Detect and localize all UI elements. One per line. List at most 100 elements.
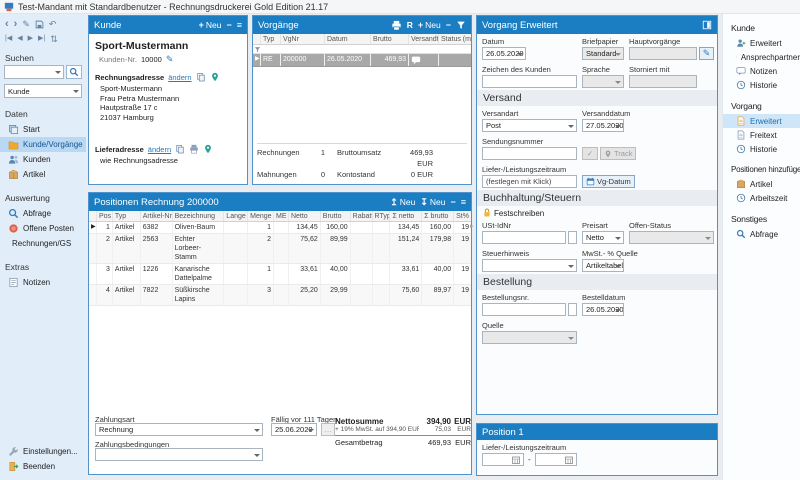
back-icon[interactable]: ‹ (5, 18, 9, 30)
quelle-select[interactable] (482, 331, 577, 344)
search-input[interactable] (4, 65, 64, 79)
sidebar-item-rechnungen-gs[interactable]: Rechnungen/GS (0, 236, 86, 251)
vg-datum-button[interactable]: Vg-Datum (582, 175, 635, 188)
sidebar-item-artikel[interactable]: Artikel (0, 167, 86, 182)
rb-item-vorgang-historie[interactable]: Historie (723, 142, 800, 156)
search-scope-select[interactable]: Kunde (4, 84, 82, 98)
versanddatum-select[interactable]: 27.05.2020 (582, 119, 624, 132)
settings-button[interactable]: Einstellungen... (0, 444, 86, 459)
versandart-select[interactable]: Post (482, 119, 577, 132)
position-new-below-button[interactable]: ↧ Neu (420, 196, 446, 208)
undo-icon[interactable]: ↶ (48, 19, 57, 29)
edit-icon[interactable]: ✎ (22, 19, 30, 29)
zahlungsart-select[interactable]: Rechnung (95, 423, 263, 436)
offen-status-select[interactable] (629, 231, 714, 244)
rb-item-kunde-notizen[interactable]: Notizen (723, 64, 800, 78)
filter-button-icon[interactable] (456, 20, 466, 30)
sendung-apply-button[interactable]: ✓ (582, 147, 598, 160)
billing-address-change-link[interactable]: ändern (168, 72, 192, 82)
mini-calendar-icon[interactable] (512, 456, 520, 464)
panel-splitter-arrow[interactable]: ▸ (470, 223, 474, 230)
zeitraum-von-input[interactable] (482, 453, 524, 466)
position-new-above-button[interactable]: ↥ Neu (390, 196, 416, 208)
quit-button[interactable]: Beenden (0, 459, 86, 474)
kunde-menu-button[interactable]: ≡ (236, 20, 242, 30)
zeitraum-bis-input[interactable] (534, 453, 577, 466)
map-pin-icon[interactable] (210, 72, 220, 82)
vorgang-remove-button[interactable]: − (445, 20, 451, 30)
print-button-icon[interactable] (391, 20, 402, 31)
zahlungsbedingungen-select[interactable] (95, 448, 263, 461)
prev-record-icon[interactable]: ◀ (17, 35, 23, 42)
vorgaenge-row-selected[interactable]: ▶ RE 200000 26.05.2020 469,93 (253, 54, 471, 67)
rb-item-abfrage[interactable]: Abfrage (723, 227, 800, 241)
storniert-field[interactable] (629, 75, 697, 88)
sidebar-item-start[interactable]: Start (0, 122, 86, 137)
sidebar-item-kunde-vorgaenge[interactable]: Kunde/Vorgänge (0, 137, 86, 152)
first-record-icon[interactable]: |◀ (5, 35, 13, 42)
next-record-icon[interactable]: ▶ (27, 35, 33, 42)
vorgaenge-filter-row[interactable] (253, 45, 471, 54)
search-button[interactable] (66, 65, 82, 79)
position-menu-button[interactable]: ≡ (460, 197, 466, 207)
sidebar-item-notizen[interactable]: Notizen (0, 275, 86, 290)
sprache-select[interactable] (582, 75, 624, 88)
hauptvorgaenge-field[interactable] (629, 47, 697, 60)
faellig-more-button[interactable]: … (321, 423, 335, 436)
positionen-table-header[interactable]: Pos Typ Artikel-Nr. Bezeichnung Lange B … (89, 211, 471, 222)
vorgaenge-table-header[interactable]: Typ VgNr Datum Brutto Versandt Status (m… (253, 34, 471, 45)
ustid-input[interactable] (482, 231, 566, 244)
zeichen-input[interactable] (482, 75, 577, 88)
datum-select[interactable]: 26.05.2020 (482, 47, 526, 60)
kunde-new-button[interactable]: + Neu (198, 20, 222, 30)
sidebar-item-offene-posten[interactable]: Offene Posten (0, 221, 86, 236)
position-row[interactable]: 3 Artikel 1226 Kanarische Dattelpalme 1 … (89, 264, 471, 285)
shipping-address-change-link[interactable]: ändern (147, 144, 172, 154)
ustid-extra-field[interactable] (568, 231, 577, 244)
bestellnr-extra-field[interactable] (568, 303, 577, 316)
printer-icon[interactable] (189, 144, 199, 154)
rb-item-kunde-historie[interactable]: Historie (723, 78, 800, 92)
kunde-remove-button[interactable]: − (226, 20, 232, 30)
track-button[interactable]: Track (600, 147, 637, 160)
edit-customer-no-icon[interactable]: ✎ (165, 54, 174, 64)
rb-item-add-arbeitszeit[interactable]: Arbeitszeit (723, 191, 800, 205)
rb-item-ansprechpartner[interactable]: Ansprechpartner (723, 50, 800, 64)
save-icon[interactable] (35, 20, 44, 29)
faellig-date-select[interactable]: 25.06.2020 (271, 423, 317, 436)
sort-icon[interactable]: ⇅ (50, 34, 58, 44)
forward-icon[interactable]: › (13, 18, 18, 30)
sidebar-item-kunden[interactable]: Kunden (0, 152, 86, 167)
map-pin-icon[interactable] (203, 144, 213, 154)
sidebar-item-abfrage[interactable]: Abfrage (0, 206, 86, 221)
position-row[interactable]: 2 Artikel 2563 Echter Lorbeer-Stamm 2 75… (89, 234, 471, 264)
dock-panel-icon[interactable] (702, 20, 712, 30)
vorgang-new-button[interactable]: + Neu (417, 20, 441, 30)
col-brutto[interactable]: Brutto (371, 34, 409, 44)
rb-item-kunde-erweitert[interactable]: Erweitert (723, 36, 800, 50)
col-typ[interactable]: Typ (261, 34, 281, 44)
bestellnr-input[interactable] (482, 303, 566, 316)
col-marker[interactable] (253, 34, 261, 44)
position-row[interactable]: 4 Artikel 7822 Süßkirsche Lapins 3 25,20… (89, 285, 471, 306)
rb-item-add-artikel[interactable]: Artikel (723, 177, 800, 191)
r-button[interactable]: R (406, 20, 413, 30)
hauptvorgaenge-edit-button[interactable]: ✎ (699, 47, 714, 60)
bestelldatum-select[interactable]: 26.05.2020 (582, 303, 624, 316)
preisart-select[interactable]: Netto (582, 231, 624, 244)
festschreiben-button[interactable]: Festschreiben (482, 208, 544, 218)
copy-icon[interactable] (175, 144, 185, 154)
col-status[interactable]: Status (man. (441, 36, 471, 43)
position-remove-button[interactable]: − (450, 197, 456, 207)
zeitraum-field[interactable]: (festlegen mit Klick) (482, 175, 577, 188)
col-versandt[interactable]: Versandt (411, 34, 439, 44)
copy-icon[interactable] (196, 72, 206, 82)
col-datum[interactable]: Datum (325, 34, 371, 44)
sendungsnummer-input[interactable] (482, 147, 577, 160)
col-vgnr[interactable]: VgNr (281, 34, 325, 44)
last-record-icon[interactable]: ▶| (37, 35, 46, 42)
mini-calendar-icon[interactable] (564, 456, 573, 464)
mwst-quelle-select[interactable]: Artikeltabelle (582, 259, 624, 272)
steuerhinweis-select[interactable] (482, 259, 577, 272)
rb-item-freitext[interactable]: Freitext (723, 128, 800, 142)
